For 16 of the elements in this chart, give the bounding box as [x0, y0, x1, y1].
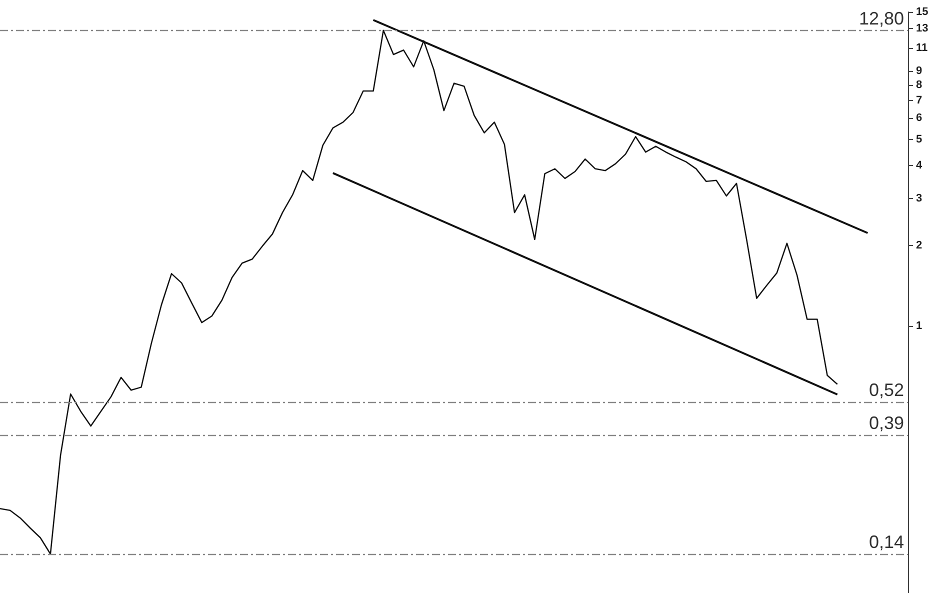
y-tick-label: 13	[916, 22, 928, 35]
y-tick-label: 5	[916, 133, 922, 146]
y-tick-label: 7	[916, 94, 922, 106]
y-tick-label: 15	[916, 6, 928, 18]
y-tick-label: 1	[916, 320, 922, 332]
ref-line-label: 12,80	[858, 8, 904, 28]
ref-line-label: 0,14	[868, 532, 904, 552]
y-tick-label: 2	[916, 240, 922, 252]
y-tick-label: 9	[916, 65, 922, 78]
ref-line-label: 0,39	[868, 413, 904, 434]
ref-line-label: 0,52	[868, 380, 904, 400]
y-tick-label: 4	[916, 159, 923, 172]
y-tick-label: 8	[916, 78, 922, 91]
y-tick-label: 6	[916, 112, 922, 124]
y-tick-label: 11	[916, 42, 928, 54]
y-tick-label: 3	[916, 192, 922, 205]
